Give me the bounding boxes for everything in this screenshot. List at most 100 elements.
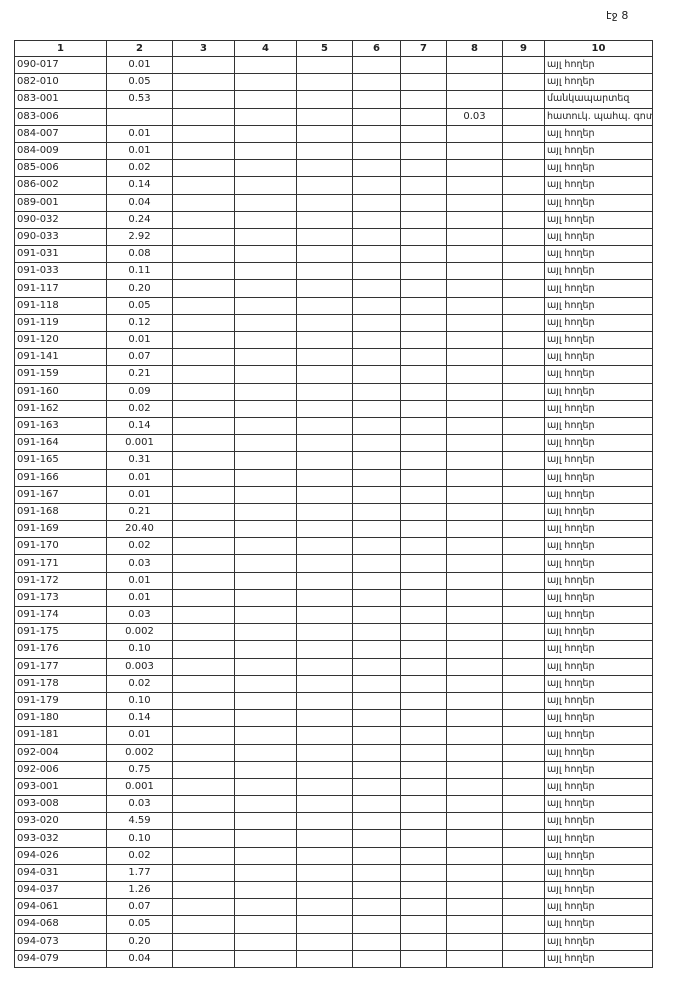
table-cell bbox=[172, 124, 235, 143]
table-cell bbox=[352, 399, 401, 418]
table-row: 094-037 1.26 այլ հողեր bbox=[14, 880, 653, 900]
table-cell bbox=[172, 812, 235, 831]
table-cell: 0.07 bbox=[106, 898, 173, 917]
table-cell bbox=[502, 55, 545, 75]
table-cell bbox=[502, 365, 545, 384]
table-row: 091-163 0.14 այլ հողեր bbox=[14, 416, 653, 436]
table-cell: այլ հողեր bbox=[544, 330, 653, 350]
table-cell bbox=[172, 588, 235, 608]
header-row: 1 2 3 4 5 6 7 8 9 10 bbox=[14, 40, 653, 57]
table-cell: 0.03 bbox=[446, 107, 503, 126]
table-cell bbox=[502, 90, 545, 109]
table-cell bbox=[400, 640, 447, 659]
table-cell: 091-176 bbox=[14, 640, 107, 659]
table-cell bbox=[352, 863, 401, 883]
column-header: 8 bbox=[446, 40, 503, 57]
table-cell bbox=[296, 451, 353, 470]
table-cell bbox=[502, 73, 545, 92]
table-cell: 0.01 bbox=[106, 330, 173, 350]
table-cell bbox=[234, 107, 297, 126]
table-cell: 0.07 bbox=[106, 348, 173, 367]
table-cell: 0.01 bbox=[106, 141, 173, 161]
column-header: 7 bbox=[400, 40, 447, 57]
table-cell: 0.01 bbox=[106, 726, 173, 745]
table-cell bbox=[352, 915, 401, 934]
table-cell bbox=[234, 520, 297, 539]
table-row: 091-159 0.21 այլ հողեր bbox=[14, 365, 653, 384]
table-cell bbox=[172, 571, 235, 590]
table-cell bbox=[172, 537, 235, 556]
table-cell bbox=[502, 451, 545, 470]
table-cell bbox=[400, 296, 447, 315]
table-row: 090-032 0.24 այլ հողեր bbox=[14, 210, 653, 229]
table-cell bbox=[172, 399, 235, 418]
table-cell: 0.10 bbox=[106, 829, 173, 848]
table-cell bbox=[296, 348, 353, 367]
table-cell: այլ հողեր bbox=[544, 812, 653, 831]
table-cell: 0.05 bbox=[106, 915, 173, 934]
table-cell bbox=[234, 709, 297, 728]
table-row: 093-032 0.10 այլ հողեր bbox=[14, 829, 653, 848]
table-cell bbox=[172, 502, 235, 522]
table-cell bbox=[400, 949, 447, 968]
table-cell bbox=[400, 898, 447, 917]
table-cell bbox=[352, 726, 401, 745]
table-row: 091-118 0.05 այլ հողեր bbox=[14, 296, 653, 315]
table-cell bbox=[352, 90, 401, 109]
table-cell bbox=[400, 468, 447, 487]
table-cell: 091-177 bbox=[14, 657, 107, 676]
table-cell: այլ հողեր bbox=[544, 674, 653, 693]
table-cell: 094-037 bbox=[14, 880, 107, 900]
page-label: էջ 8 bbox=[606, 9, 629, 22]
table-cell: այլ հողեր bbox=[544, 279, 653, 298]
table-cell bbox=[296, 485, 353, 504]
table-cell bbox=[400, 709, 447, 728]
table-cell bbox=[296, 90, 353, 109]
table-cell bbox=[352, 107, 401, 126]
table-cell bbox=[172, 829, 235, 848]
table-cell bbox=[446, 726, 503, 745]
table-cell bbox=[296, 709, 353, 728]
table-cell bbox=[502, 245, 545, 264]
table-cell bbox=[400, 915, 447, 934]
table-cell bbox=[296, 863, 353, 883]
table-cell bbox=[296, 520, 353, 539]
table-cell: 083-006 bbox=[14, 107, 107, 126]
table-cell bbox=[502, 296, 545, 315]
table-cell bbox=[446, 330, 503, 350]
table-cell: 094-073 bbox=[14, 932, 107, 951]
table-cell bbox=[172, 365, 235, 384]
table-cell bbox=[234, 262, 297, 281]
table-cell bbox=[296, 468, 353, 487]
table-row: 094-073 0.20 այլ հողեր bbox=[14, 932, 653, 951]
table-cell bbox=[502, 640, 545, 659]
table-row: 094-026 0.02 այլ հողեր bbox=[14, 846, 653, 865]
table-cell bbox=[234, 296, 297, 315]
table-cell bbox=[296, 691, 353, 711]
table-cell bbox=[296, 605, 353, 625]
table-cell: այլ հողեր bbox=[544, 709, 653, 728]
table-cell: 0.08 bbox=[106, 245, 173, 264]
table-cell bbox=[352, 193, 401, 212]
table-cell: 20.40 bbox=[106, 520, 173, 539]
table-cell bbox=[296, 880, 353, 900]
table-cell bbox=[352, 846, 401, 865]
table-cell bbox=[400, 55, 447, 75]
table-cell bbox=[234, 90, 297, 109]
table-cell bbox=[234, 348, 297, 367]
table-row: 091-181 0.01 այլ հողեր bbox=[14, 726, 653, 745]
table-row: 084-007 0.01 այլ հողեր bbox=[14, 124, 653, 143]
table-cell bbox=[172, 623, 235, 642]
table-cell bbox=[172, 795, 235, 814]
table-cell: 0.10 bbox=[106, 691, 173, 711]
table-cell bbox=[172, 520, 235, 539]
table-cell bbox=[172, 313, 235, 333]
table-cell: այլ հողեր bbox=[544, 846, 653, 865]
table-row: 091-164 0.001 այլ հողեր bbox=[14, 434, 653, 453]
table-cell bbox=[296, 674, 353, 693]
table-cell: 091-117 bbox=[14, 279, 107, 298]
table-cell bbox=[172, 90, 235, 109]
table-cell bbox=[172, 674, 235, 693]
table-cell bbox=[446, 365, 503, 384]
table-cell bbox=[352, 640, 401, 659]
